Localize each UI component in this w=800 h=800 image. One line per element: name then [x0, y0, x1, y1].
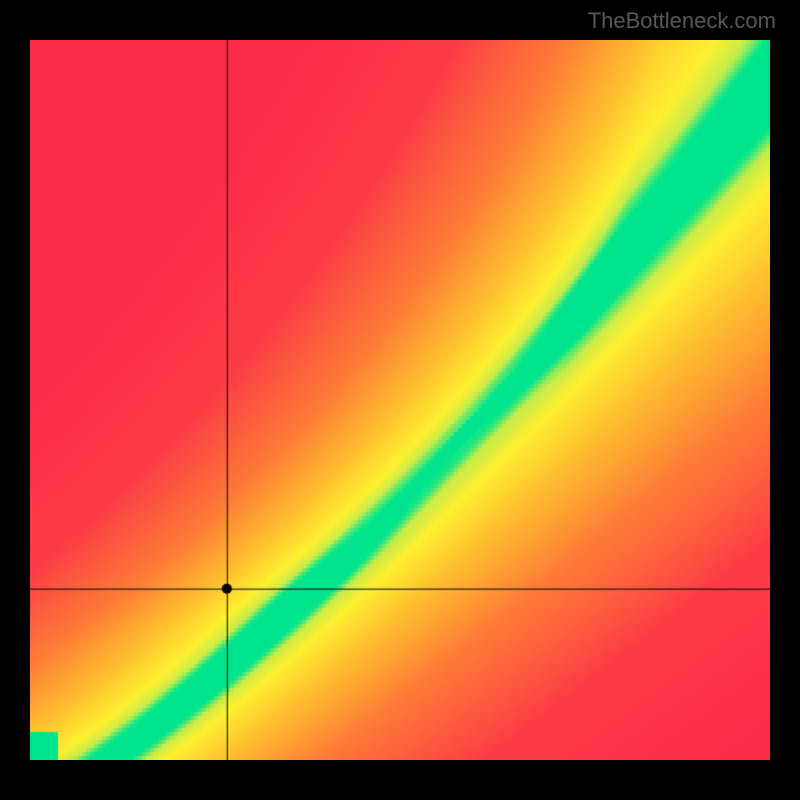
- watermark-text: TheBottleneck.com: [588, 8, 776, 34]
- heatmap-canvas: [30, 40, 770, 760]
- bottleneck-heatmap: [30, 40, 770, 760]
